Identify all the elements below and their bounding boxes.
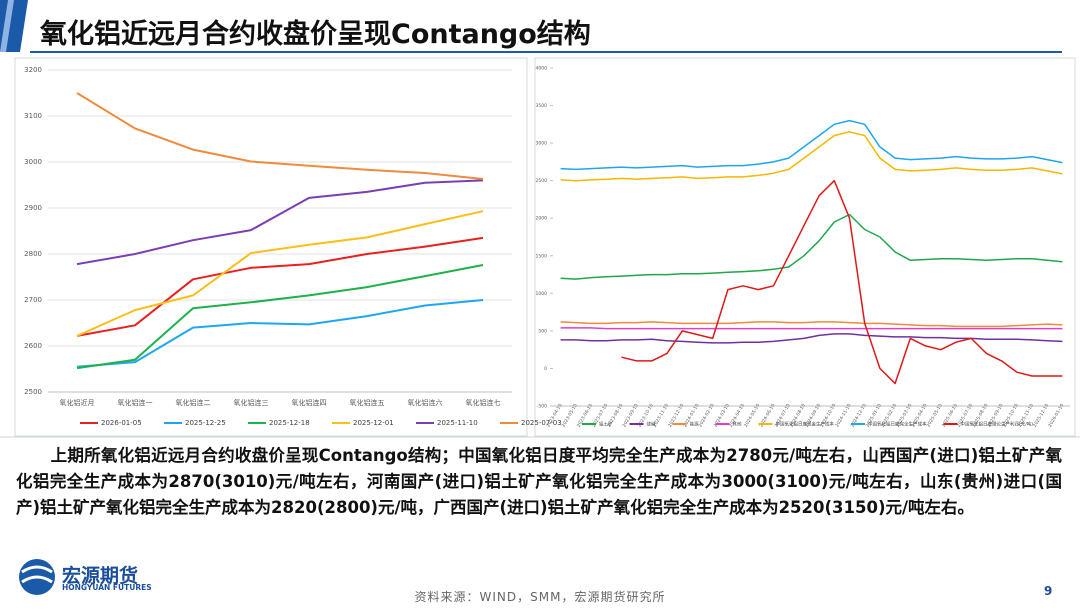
legend-label: 中国氧化铝日度现金生产成本 bbox=[776, 421, 835, 428]
y-tick-label: 2500 bbox=[536, 178, 548, 184]
y-tick-label: 2800 bbox=[24, 250, 42, 258]
x-tick-label: 2026-01-10 bbox=[1047, 403, 1065, 429]
legend-label: 其他 bbox=[733, 421, 742, 428]
x-tick-label: 氧化铝连三 bbox=[234, 398, 269, 407]
data-line bbox=[76, 264, 484, 370]
legend-label: 2025-12-25 bbox=[185, 419, 226, 427]
legend-label: 能源 bbox=[690, 421, 699, 428]
y-tick-label: 3500 bbox=[536, 103, 548, 109]
x-tick-label: 2025-12-10 bbox=[1032, 403, 1050, 429]
body-text: 上期所氧化铝近远月合约收盘价呈现Contango结构；中国氧化铝日度平均完全生产… bbox=[16, 446, 1062, 517]
x-tick-label: 2023-05-10 bbox=[561, 403, 579, 429]
y-tick-label: 1500 bbox=[536, 253, 548, 259]
x-tick-label: 氧化铝连五 bbox=[350, 398, 385, 407]
logo-icon bbox=[21, 565, 53, 584]
data-line bbox=[76, 179, 484, 266]
page-number: 9 bbox=[1044, 584, 1053, 598]
y-tick-label: 3000 bbox=[536, 141, 548, 147]
logo-text: 宏源期货 bbox=[62, 565, 139, 587]
y-tick-label: 500 bbox=[538, 328, 547, 334]
chart-frame bbox=[14, 57, 528, 437]
data-line bbox=[560, 333, 1063, 344]
data-line bbox=[560, 131, 1063, 182]
x-tick-label: 氧化铝连四 bbox=[292, 398, 327, 407]
y-tick-label: 2700 bbox=[24, 296, 42, 304]
data-line bbox=[621, 179, 1063, 385]
legend-label: 铝土矿 bbox=[599, 421, 613, 428]
y-tick-label: 4000 bbox=[536, 66, 548, 72]
y-tick-label: 0 bbox=[544, 366, 547, 372]
title: 氧化铝近远月合约收盘价呈现Contango结构 bbox=[40, 19, 591, 50]
data-line bbox=[560, 213, 1063, 280]
x-tick-label: 氧化铝连六 bbox=[408, 398, 443, 407]
data-line bbox=[76, 210, 484, 337]
data-line bbox=[560, 327, 1063, 330]
source: 资料来源：WIND，SMM，宏源期货研究所 bbox=[414, 590, 666, 604]
x-tick-label: 氧化铝近月 bbox=[60, 398, 95, 407]
chart-frame bbox=[534, 57, 1076, 437]
y-tick-label: 2900 bbox=[24, 204, 42, 212]
y-tick-label: -500 bbox=[537, 404, 547, 410]
x-tick-label: 氧化铝连七 bbox=[466, 398, 501, 407]
y-tick-label: 2500 bbox=[24, 388, 42, 396]
data-line bbox=[560, 119, 1063, 171]
data-line bbox=[76, 299, 484, 368]
data-line bbox=[560, 321, 1063, 328]
y-tick-label: 3000 bbox=[24, 158, 42, 166]
legend-label: 2025-12-18 bbox=[269, 419, 310, 427]
x-tick-label: 2025-05-10 bbox=[926, 403, 944, 429]
data-line bbox=[76, 236, 484, 337]
y-tick-label: 2600 bbox=[24, 342, 42, 350]
legend-label: 2026-01-05 bbox=[101, 419, 142, 427]
x-tick-label: 氧化铝连一 bbox=[118, 398, 153, 407]
legend-label: 烧碱 bbox=[647, 421, 656, 428]
data-line bbox=[76, 92, 484, 180]
header-mark bbox=[0, 0, 14, 52]
legend-label: 2025-12-01 bbox=[353, 419, 394, 427]
legend-label: 中国氧化铝日度理论生产利润(元/吨) bbox=[961, 421, 1034, 428]
y-tick-label: 1000 bbox=[536, 291, 548, 297]
y-tick-label: 2000 bbox=[536, 216, 548, 222]
legend-label: 中国氧化铝日度完全生产成本 bbox=[868, 421, 927, 428]
y-tick-label: 3200 bbox=[24, 66, 42, 74]
y-tick-label: 3100 bbox=[24, 112, 42, 120]
legend-label: 2025-11-10 bbox=[437, 419, 478, 427]
x-tick-label: 2024-11-10 bbox=[834, 403, 852, 429]
legend-label: 2025-07-03 bbox=[521, 419, 562, 427]
x-tick-label: 2024-02-10 bbox=[697, 403, 715, 429]
x-tick-label: 氧化铝连二 bbox=[176, 398, 211, 407]
charts: 2500 2600 2700 2800 2900 3000 3100 3200 氧化铝近月 氧化铝… bbox=[24, 66, 1070, 429]
logo-subtext: HONGYUAN FUTURES bbox=[62, 583, 152, 592]
